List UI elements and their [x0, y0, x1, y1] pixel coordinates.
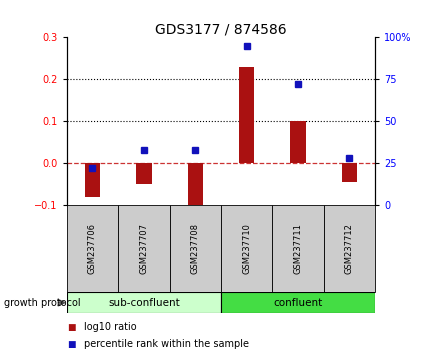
Bar: [118, 205, 169, 292]
Text: GSM237707: GSM237707: [139, 223, 148, 274]
Text: growth protocol: growth protocol: [4, 298, 81, 308]
Bar: [272, 205, 323, 292]
Text: GSM237706: GSM237706: [88, 223, 97, 274]
Bar: [187, 163, 203, 212]
Title: GDS3177 / 874586: GDS3177 / 874586: [155, 22, 286, 36]
Bar: [341, 163, 356, 182]
Bar: [136, 163, 151, 184]
Bar: [323, 205, 374, 292]
Text: ■: ■: [67, 323, 75, 332]
Bar: [238, 67, 254, 163]
Bar: [220, 292, 374, 313]
Text: percentile rank within the sample: percentile rank within the sample: [84, 339, 249, 349]
Text: GSM237712: GSM237712: [344, 223, 353, 274]
Text: log10 ratio: log10 ratio: [84, 322, 136, 332]
Bar: [169, 205, 220, 292]
Bar: [289, 121, 305, 163]
Text: GSM237708: GSM237708: [190, 223, 199, 274]
Text: confluent: confluent: [273, 298, 322, 308]
Bar: [85, 163, 100, 197]
Text: sub-confluent: sub-confluent: [108, 298, 179, 308]
Bar: [67, 292, 221, 313]
Text: ■: ■: [67, 339, 75, 349]
Bar: [67, 205, 118, 292]
Text: GSM237711: GSM237711: [293, 223, 302, 274]
Text: GSM237710: GSM237710: [242, 223, 251, 274]
Bar: [220, 205, 272, 292]
